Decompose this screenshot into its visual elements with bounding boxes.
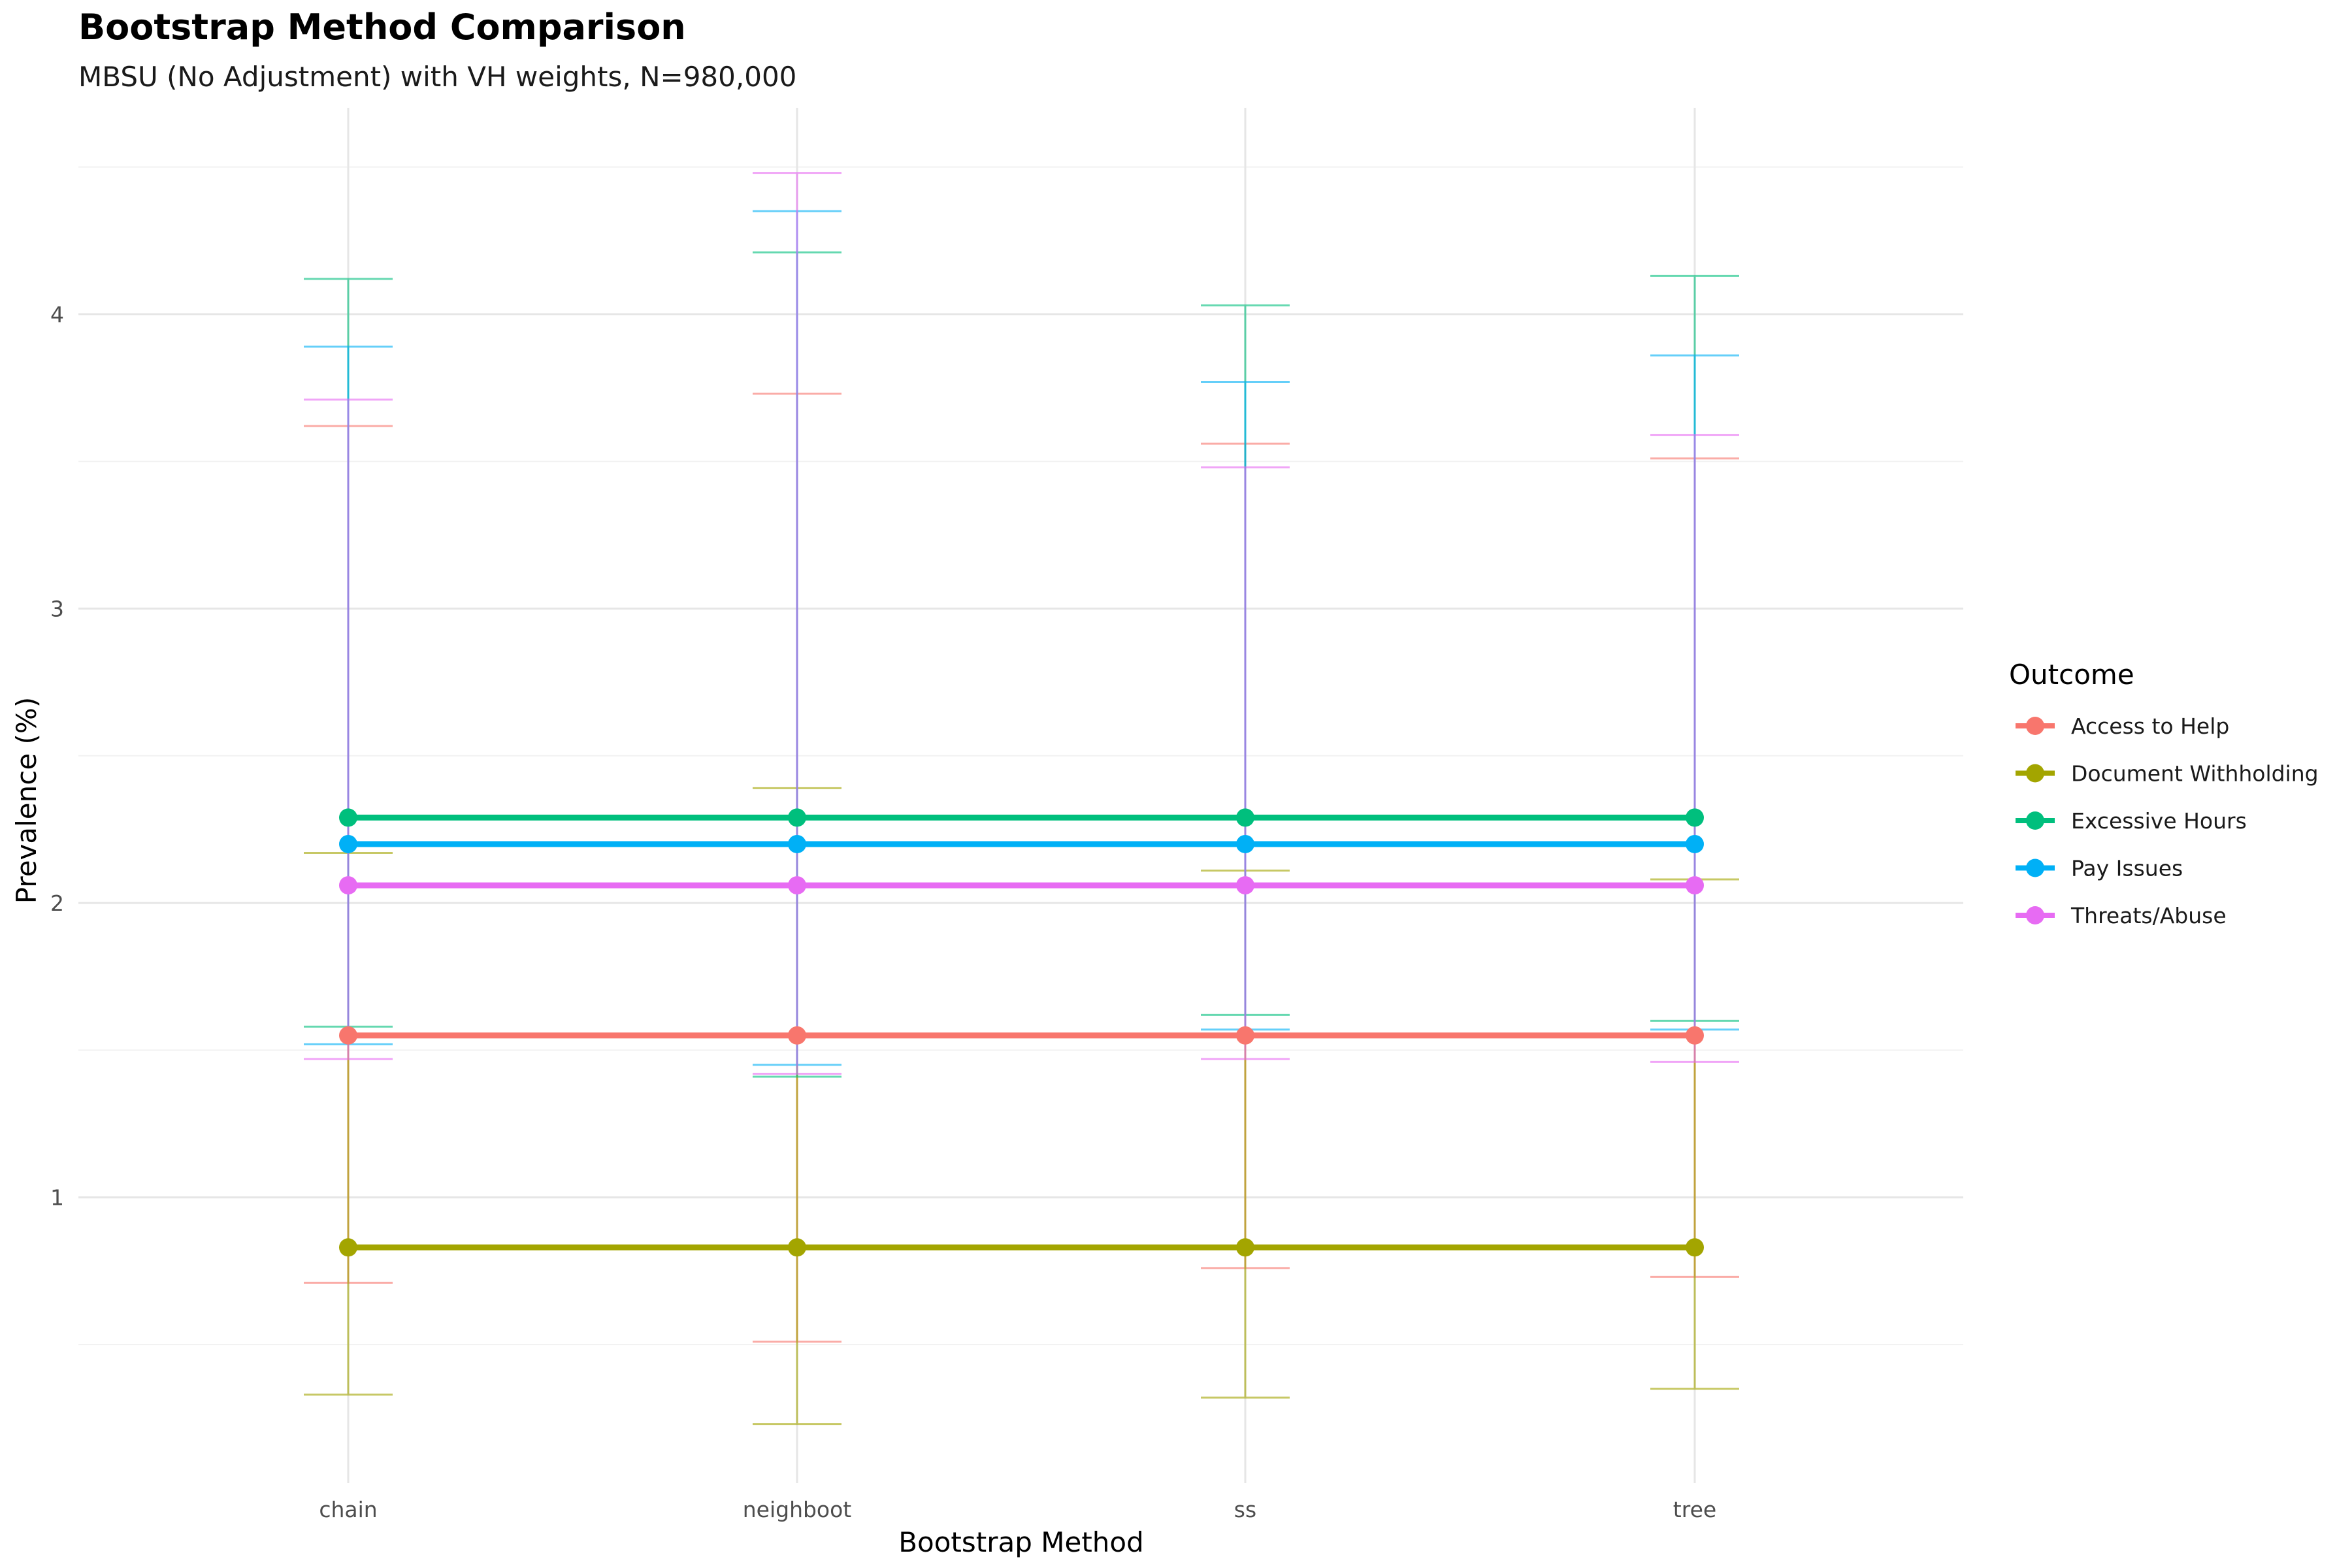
data-point bbox=[1686, 808, 1704, 827]
chart-title: Bootstrap Method Comparison bbox=[78, 7, 686, 48]
x-tick-label: chain bbox=[319, 1497, 377, 1522]
legend-key-point bbox=[2026, 858, 2044, 877]
series-points bbox=[339, 808, 1704, 1257]
legend-label: Access to Help bbox=[2071, 713, 2229, 739]
legend-label: Threats/Abuse bbox=[2070, 903, 2227, 928]
data-point bbox=[339, 1238, 357, 1257]
legend-title: Outcome bbox=[2009, 659, 2134, 691]
error-bar bbox=[304, 399, 393, 1060]
x-axis-ticks: chain neighboot ss tree bbox=[319, 1497, 1716, 1522]
data-point bbox=[788, 808, 806, 827]
legend-key-point bbox=[2026, 811, 2044, 830]
data-point bbox=[1236, 1238, 1254, 1257]
error-bar bbox=[1650, 434, 1739, 1063]
legend-label: Pay Issues bbox=[2071, 856, 2183, 881]
data-point bbox=[1686, 834, 1704, 853]
y-axis-label: Prevalence (%) bbox=[10, 697, 42, 904]
data-point bbox=[788, 834, 806, 853]
legend-item: Pay Issues bbox=[2016, 856, 2183, 881]
error-bars bbox=[304, 172, 1739, 1426]
x-tick-label: ss bbox=[1234, 1497, 1256, 1522]
x-tick-label: neighboot bbox=[743, 1497, 852, 1522]
data-point bbox=[1236, 1026, 1254, 1045]
y-tick-label: 2 bbox=[50, 890, 64, 916]
legend: Outcome Access to Help Document Withholdi… bbox=[2009, 659, 2319, 928]
legend-label: Excessive Hours bbox=[2071, 808, 2247, 834]
legend-label: Document Withholding bbox=[2071, 761, 2319, 787]
data-point bbox=[788, 876, 806, 895]
legend-item: Threats/Abuse bbox=[2016, 903, 2227, 928]
data-point bbox=[1686, 876, 1704, 895]
y-axis-ticks: 1 2 3 4 bbox=[50, 302, 64, 1211]
legend-item: Excessive Hours bbox=[2016, 808, 2247, 834]
data-point bbox=[1686, 1238, 1704, 1257]
y-tick-label: 4 bbox=[50, 302, 64, 327]
data-point bbox=[1686, 1026, 1704, 1045]
legend-key-point bbox=[2026, 906, 2044, 924]
data-point bbox=[788, 1238, 806, 1257]
x-axis-label: Bootstrap Method bbox=[898, 1526, 1144, 1558]
legend-item: Document Withholding bbox=[2016, 761, 2319, 787]
error-bar bbox=[1201, 466, 1290, 1060]
error-bar bbox=[753, 172, 841, 1075]
data-point bbox=[1236, 876, 1254, 895]
data-point bbox=[339, 834, 357, 853]
series-lines bbox=[348, 814, 1695, 1250]
legend-key-point bbox=[2026, 764, 2044, 783]
chart-subtitle: MBSU (No Adjustment) with VH weights, N=… bbox=[78, 61, 796, 93]
y-tick-label: 1 bbox=[50, 1185, 64, 1211]
data-point bbox=[1236, 834, 1254, 853]
data-point bbox=[788, 1026, 806, 1045]
legend-key-point bbox=[2026, 717, 2044, 735]
legend-item: Access to Help bbox=[2016, 713, 2229, 739]
data-point bbox=[339, 1026, 357, 1045]
data-point bbox=[1236, 808, 1254, 827]
x-tick-label: tree bbox=[1673, 1497, 1716, 1522]
data-point bbox=[339, 876, 357, 895]
y-tick-label: 3 bbox=[50, 596, 64, 622]
data-point bbox=[339, 808, 357, 827]
